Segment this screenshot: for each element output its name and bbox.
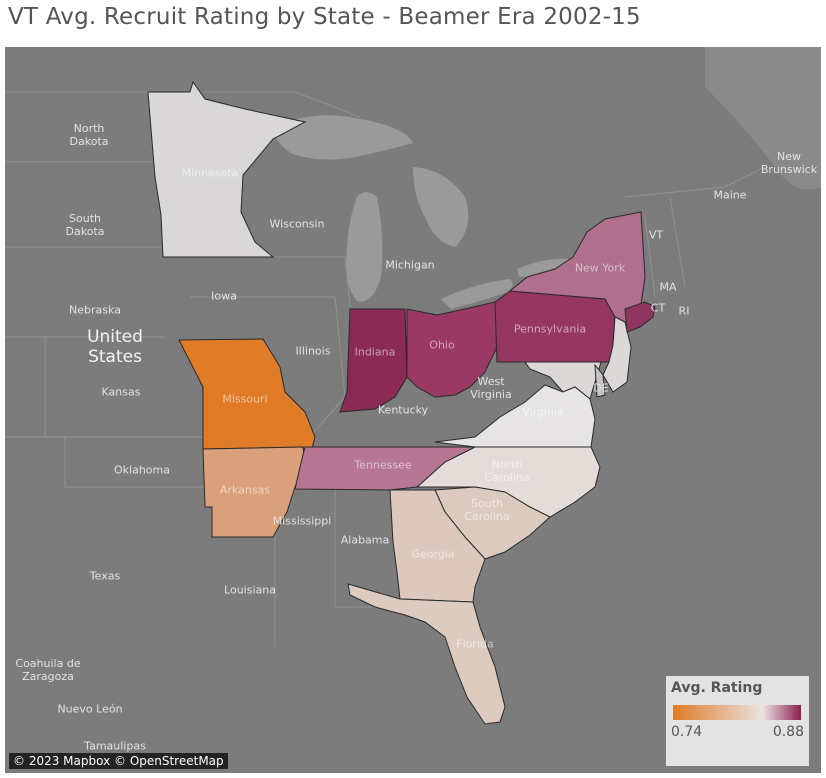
- label-north-carolina: North Carolina: [484, 458, 530, 484]
- label-georgia: Georgia: [411, 547, 455, 561]
- label-ohio: Ohio: [429, 338, 455, 352]
- label-florida: Florida: [456, 637, 494, 651]
- map-attribution[interactable]: © 2023 Mapbox © OpenStreetMap: [9, 753, 228, 769]
- label-minnesota: Minnesota: [181, 166, 239, 180]
- label-arkansas: Arkansas: [219, 483, 271, 497]
- state-florida[interactable]: [347, 583, 506, 725]
- label-louisiana: Louisiana: [224, 583, 276, 597]
- label-ct: CT: [650, 301, 666, 315]
- map-view[interactable]: Minnesota Missouri Arkansas Indiana Ohio…: [5, 47, 821, 773]
- label-nebraska: Nebraska: [69, 303, 121, 317]
- state-tennessee[interactable]: [294, 446, 476, 491]
- label-tennessee: Tennessee: [354, 458, 412, 472]
- label-virginia: Virginia: [522, 405, 564, 419]
- map-canvas[interactable]: [5, 47, 821, 773]
- label-illinois: Illinois: [295, 344, 331, 358]
- label-west-virginia: West Virginia: [470, 375, 512, 401]
- state-virginia[interactable]: [434, 384, 596, 448]
- lake-erie: [441, 279, 513, 309]
- label-ma: MA: [659, 280, 677, 294]
- label-iowa: Iowa: [211, 289, 237, 303]
- state-indiana[interactable]: [339, 308, 408, 413]
- lake-huron: [413, 167, 469, 247]
- lake-superior: [273, 115, 413, 160]
- color-legend: Avg. Rating 0.74 0.88: [666, 676, 809, 766]
- label-michigan: Michigan: [385, 258, 435, 272]
- label-alabama: Alabama: [340, 533, 390, 547]
- label-tamaulipas: Tamaulipas: [84, 739, 146, 753]
- legend-min-label: 0.74: [671, 724, 703, 740]
- state-shapes: [147, 80, 656, 725]
- state-connecticut[interactable]: [624, 301, 656, 333]
- label-indiana: Indiana: [354, 345, 396, 359]
- label-south-dakota: South Dakota: [65, 212, 105, 238]
- label-mississippi: Mississippi: [272, 514, 332, 528]
- label-new-brunswick: New Brunswick: [760, 150, 818, 176]
- label-pennsylvania: Pennsylvania: [513, 322, 587, 336]
- label-maine: Maine: [713, 188, 747, 202]
- label-oklahoma: Oklahoma: [114, 463, 170, 477]
- lake-michigan: [346, 192, 383, 302]
- label-de: DE: [593, 381, 609, 395]
- label-north-dakota: North Dakota: [69, 122, 109, 148]
- state-minnesota[interactable]: [147, 80, 307, 258]
- label-coahuila: Coahuila de Zaragoza: [15, 657, 81, 683]
- label-new-york: New York: [574, 261, 626, 275]
- label-vt: VT: [648, 228, 664, 242]
- state-georgia[interactable]: [389, 489, 486, 603]
- label-united-states: United States: [87, 327, 143, 367]
- label-nuevo-leon: Nuevo León: [57, 702, 123, 716]
- legend-gradient-bar: [673, 705, 801, 720]
- page-title: VT Avg. Recruit Rating by State - Beamer…: [8, 4, 641, 30]
- legend-max-label: 0.88: [772, 724, 804, 740]
- legend-title: Avg. Rating: [671, 680, 763, 696]
- lake-ontario: [517, 258, 572, 277]
- label-kentucky: Kentucky: [377, 403, 429, 417]
- label-wisconsin: Wisconsin: [269, 217, 325, 231]
- label-ri: RI: [678, 304, 690, 318]
- label-missouri: Missouri: [222, 392, 268, 406]
- state-delaware[interactable]: [594, 363, 606, 398]
- label-texas: Texas: [89, 569, 121, 583]
- label-south-carolina: South Carolina: [464, 497, 510, 523]
- label-kansas: Kansas: [101, 385, 141, 399]
- state-ohio[interactable]: [406, 301, 498, 398]
- state-missouri[interactable]: [178, 338, 316, 459]
- hudson-bay-coast: [705, 47, 821, 190]
